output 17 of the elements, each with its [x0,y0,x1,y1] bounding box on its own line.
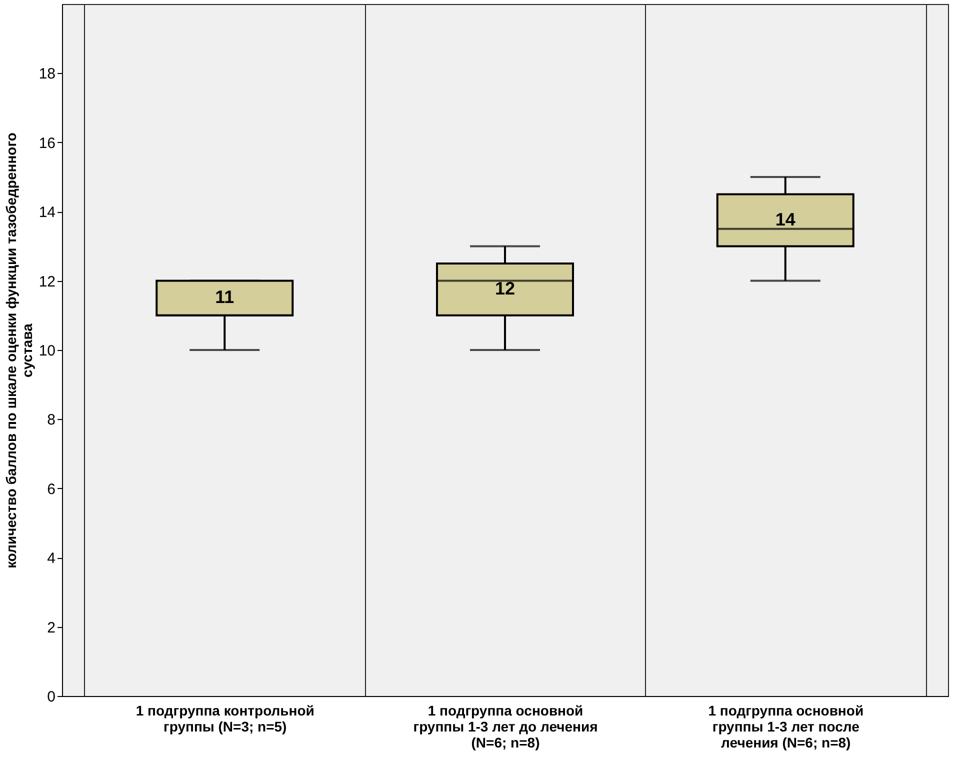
y-tick-label: 18 [38,66,56,83]
x-tick-label: 1 подгруппа основной группы 1-3 лет после лечения (N=6; n=8) [708,702,864,750]
x-tick-label: 1 подгруппа основной группы 1-3 лет до лечения (N=6; n=8) [413,702,598,750]
y-tick-label: 6 [47,480,56,498]
y-tick-label: 16 [38,134,56,152]
y-axis-title: количество баллов по шкале оценки функции тазобедренного сустава [2,132,35,568]
y-tick-label: 2 [47,619,56,636]
x-tick-label: 1 подгруппа контрольной группы (N=3; n=5) [136,702,314,734]
y-tick-label: 10 [38,342,56,360]
y-tick-label: 8 [47,412,56,429]
annotation: 12 [494,278,516,298]
y-tick-label: 0 [47,688,56,706]
y-tick-label: 14 [38,204,56,222]
annotation: 11 [215,287,234,308]
y-tick-label: 4 [47,550,56,568]
annotation: 14 [775,209,796,230]
y-tick-label: 12 [38,273,56,290]
